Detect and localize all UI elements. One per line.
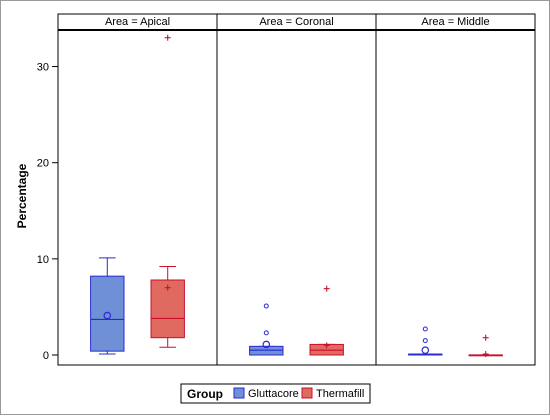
panel-area-middle-gluttacore-mean-marker [421, 346, 430, 354]
panel-area-apical-gluttacore-mean-marker [103, 311, 112, 320]
panel-area-coronal-thermafill-outlier-0 [323, 285, 330, 292]
panel-area-middle-gluttacore-outlier-1 [422, 326, 428, 332]
panel-area-middle: Area = Middle [375, 13, 536, 366]
y-tick-label-0: 0 [43, 350, 49, 362]
panels: Area = Apical Area = Coronal Area = Middle [57, 13, 536, 366]
panel-area-apical: Area = Apical [57, 13, 218, 366]
panel-area-coronal-title: Area = Coronal [259, 16, 333, 28]
legend-box [180, 383, 371, 404]
panel-area-middle-gluttacore-box-group [408, 326, 443, 356]
legend-title: Group [187, 387, 223, 401]
panel-area-coronal-gluttacore-box-group [249, 303, 284, 356]
panel-area-middle-title: Area = Middle [421, 16, 489, 28]
panel-area-apical-gluttacore-iqr-box [90, 275, 125, 352]
panel-area-middle-thermafill-mean-marker [482, 351, 489, 358]
legend-swatch-gluttacore [233, 387, 245, 399]
legend-swatch-thermafill [301, 387, 313, 399]
panel-area-middle-gluttacore-outlier-0 [422, 338, 428, 344]
y-tick-label-20: 20 [37, 158, 49, 170]
y-axis: 0 10 20 30 [37, 62, 58, 362]
panel-area-coronal-gluttacore-outlier-1 [263, 303, 269, 309]
panel-area-middle-thermafill-outlier-0 [482, 334, 489, 341]
panel-area-middle-thermafill-box-group [468, 334, 503, 358]
panel-area-apical-title: Area = Apical [105, 16, 170, 28]
panel-area-coronal-gluttacore-outlier-0 [263, 330, 269, 336]
panel-area-apical-thermafill-mean-marker [164, 284, 171, 291]
legend-label-thermafill: Thermafill [316, 388, 364, 400]
y-axis-label: Percentage [15, 163, 29, 228]
panel-area-apical-thermafill-outlier-0 [164, 34, 171, 41]
y-tick-label-30: 30 [37, 62, 49, 74]
panel-area-coronal-thermafill-box-group [309, 285, 344, 356]
panel-area-apical-thermafill-box-group [150, 34, 185, 348]
y-tick-label-10: 10 [37, 254, 49, 266]
panel-area-coronal-gluttacore-mean-marker [262, 340, 271, 349]
legend: Group Gluttacore Thermafill [180, 383, 371, 404]
panel-area-coronal-thermafill-mean-marker [323, 342, 330, 349]
legend-label-gluttacore: Gluttacore [248, 388, 299, 400]
panel-area-apical-gluttacore-box-group [90, 257, 125, 355]
